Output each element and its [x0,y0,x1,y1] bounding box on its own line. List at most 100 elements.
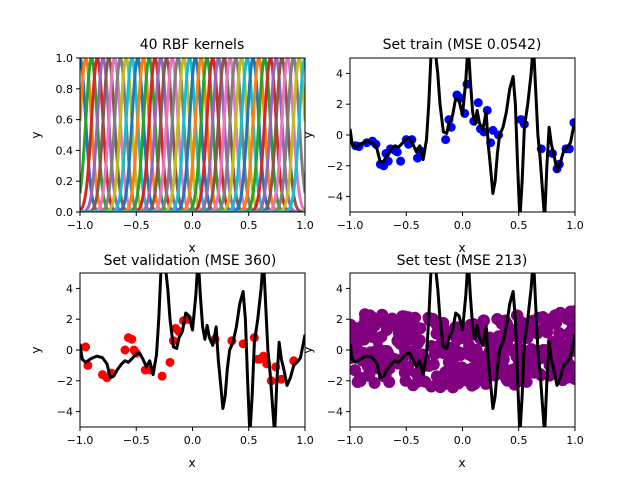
test-point [381,346,394,359]
x-tick-label: 0.0 [184,434,202,447]
panel-title: Set test (MSE 213) [397,253,528,269]
panel-validation: −1.0 −0.5 0.0 0.5 1.0 −4 −2 0 2 4 Set validation … [29,253,314,470]
y-tick-label: 0.6 [56,114,74,127]
test-point [357,327,370,340]
test-point [425,380,438,393]
test-point [350,332,357,345]
test-point [407,379,420,392]
data-point [396,156,406,166]
x-tick-label: 1.0 [296,434,314,447]
data-point [392,147,402,157]
x-axis-label: x [188,241,195,255]
test-point [568,372,575,385]
test-point [489,334,502,347]
test-point [506,363,519,376]
test-point [398,334,411,347]
test-point [510,309,523,322]
rbf-kernel-curve [80,58,305,212]
y-tick-label: 0.2 [56,175,74,188]
plot-area: −1.0 −0.5 0.0 0.5 1.0 −4 −2 0 2 4 [327,57,584,232]
x-tick-label: 1.0 [566,434,584,447]
data-point [81,342,91,352]
y-tick-label: −4 [327,406,343,419]
test-point [491,313,504,326]
y-tick-label: 0.4 [56,144,74,157]
x-tick-label: −0.5 [123,219,150,232]
y-tick-label: 0 [66,344,73,357]
data-point [127,334,137,344]
plot-content [350,58,575,212]
data-point [413,153,422,163]
test-point [408,325,421,337]
y-tick-label: 2 [66,313,73,326]
y-tick-label: 2 [336,313,343,326]
panel-train: −1.0 −0.5 0.0 0.5 1.0 −4 −2 0 2 4 Set train (MSE … [301,37,584,255]
test-point [536,322,549,335]
fitted-curve [350,273,575,427]
fitted-curve [80,273,305,427]
x-axis-label: x [188,456,195,470]
rbf-kernel-curve [80,58,305,212]
y-tick-label: −2 [327,160,343,173]
rbf-kernel-curve [80,58,305,212]
test-point [546,312,559,325]
test-point [455,361,468,374]
y-tick-label: −4 [57,406,73,419]
x-axis-label: x [458,241,465,255]
y-axis-label: y [301,346,315,353]
test-point [427,358,440,371]
test-point [377,312,390,325]
data-point [258,351,268,361]
x-tick-label: 0.5 [240,434,258,447]
test-point [561,312,574,325]
panel-title: Set train (MSE 0.0542) [383,37,542,53]
x-axis-label: x [458,456,465,470]
x-tick-label: 0.0 [454,434,472,447]
test-point [361,369,374,382]
y-tick-label: 0.0 [56,206,74,219]
panel-title: Set validation (MSE 360) [104,253,277,269]
x-tick-label: −0.5 [123,434,150,447]
plot-area: −1.0 −0.5 0.0 0.5 1.0 −4 −2 0 2 4 [57,272,314,447]
x-tick-label: 0.0 [184,219,202,232]
rbf-kernel-curve [80,58,305,212]
y-tick-label: −4 [327,191,343,204]
x-tick-label: 0.5 [510,434,528,447]
test-point [410,367,423,380]
test-point [358,308,371,321]
y-tick-label: −2 [327,375,343,388]
test-point [475,358,488,371]
x-tick-label: −1.0 [337,434,364,447]
x-tick-label: 0.0 [454,219,472,232]
rbf-kernel-curve [80,58,305,212]
y-axis-label: y [29,131,43,138]
data-point [165,357,175,367]
data-point [441,135,451,145]
y-tick-label: −2 [57,375,73,388]
test-point [528,366,541,379]
y-tick-label: 2 [336,98,343,111]
test-point [350,318,357,331]
test-point [354,346,367,359]
panel-test: −1.0 −0.5 0.0 0.5 1.0 −4 −2 0 2 4 Set test (MSE 2… [301,253,584,470]
x-tick-label: 1.0 [296,219,314,232]
data-point [120,345,130,355]
plot-content [350,273,575,427]
test-point [445,371,458,384]
test-point [413,334,426,347]
test-point [552,337,565,350]
test-point [523,354,536,367]
test-point [477,314,490,327]
rbf-kernel-curve [80,58,305,212]
fitted-curve [350,58,575,212]
y-tick-label: 4 [66,282,73,295]
y-tick-label: 0 [336,129,343,142]
y-tick-label: 0 [336,344,343,357]
plot-content [80,273,305,427]
y-tick-label: 4 [336,282,343,295]
panel-kernels: −1.0 −0.5 0.0 0.5 1.0 0.0 0.2 0.4 0.6 0.8 1.0 40 R… [29,37,314,255]
y-axis-label: y [29,346,43,353]
x-tick-label: −1.0 [67,434,94,447]
test-point [396,310,409,323]
